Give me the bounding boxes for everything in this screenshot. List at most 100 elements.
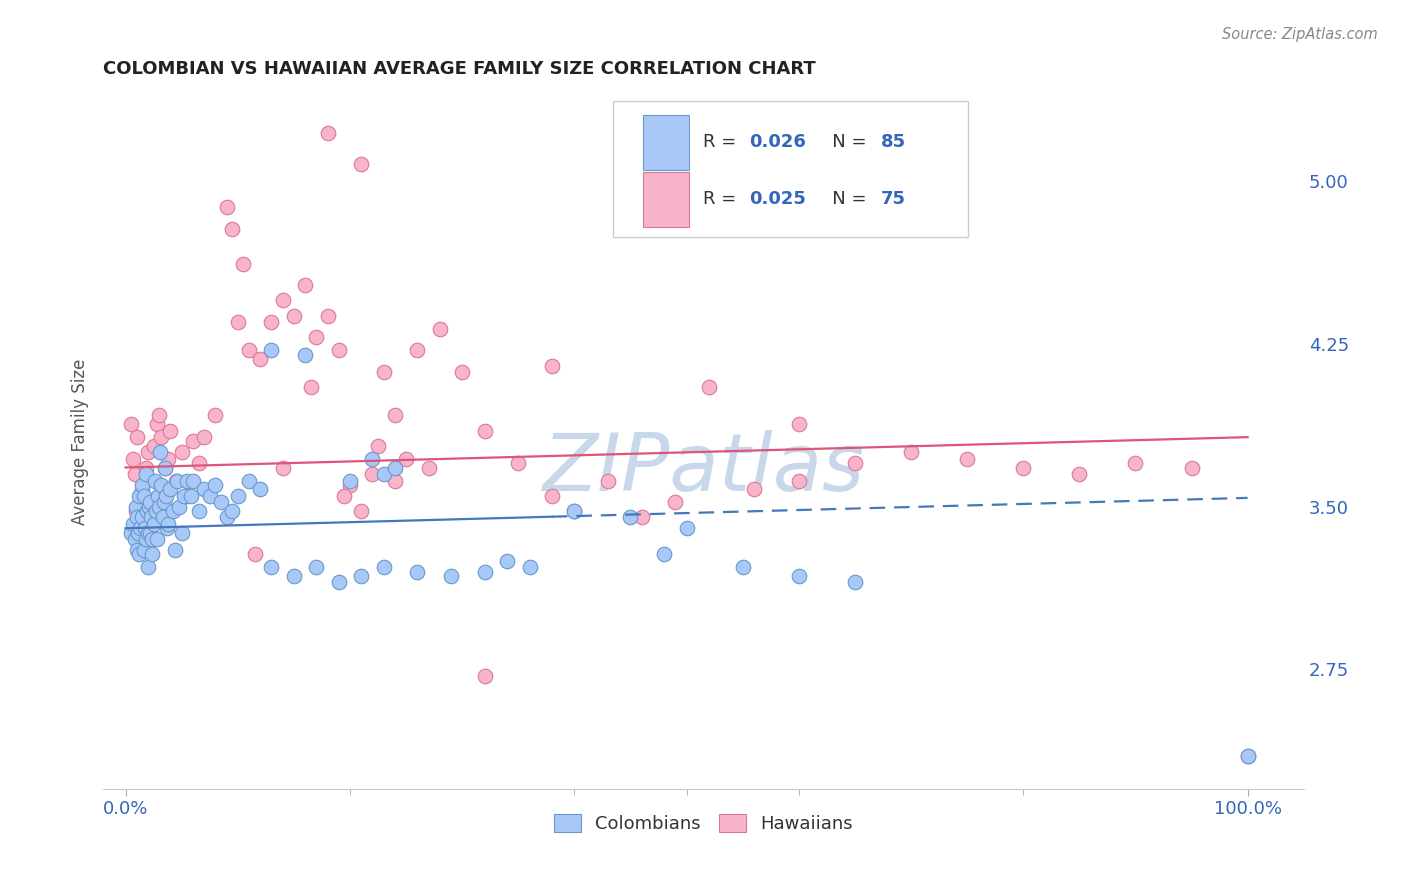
Point (139, 525, 162, 540)
Text: 85: 85 (882, 133, 907, 152)
Point (149, 445, 172, 459)
Point (350, 504, 373, 518)
Point (238, 474, 260, 488)
Point (141, 547, 163, 561)
Point (141, 510, 163, 524)
Text: 75: 75 (882, 190, 905, 209)
Point (373, 467, 395, 481)
Point (135, 504, 157, 518)
Point (143, 474, 166, 488)
Point (844, 456, 866, 470)
Point (152, 495, 174, 509)
Point (181, 434, 204, 449)
Point (299, 380, 322, 394)
Point (384, 409, 406, 423)
Point (630, 510, 652, 524)
Point (127, 525, 149, 540)
Point (150, 478, 173, 492)
Point (198, 489, 221, 503)
Point (1180, 460, 1202, 475)
Point (474, 565, 496, 579)
Point (125, 510, 148, 524)
Point (129, 521, 152, 535)
Point (122, 451, 145, 466)
Point (124, 500, 146, 514)
Point (221, 222, 243, 236)
Point (474, 424, 496, 438)
FancyBboxPatch shape (644, 171, 689, 227)
Point (142, 516, 165, 531)
Point (787, 474, 810, 488)
Point (170, 525, 193, 540)
Point (395, 451, 418, 466)
Point (328, 343, 350, 358)
Point (451, 365, 474, 379)
Point (294, 278, 316, 293)
Point (429, 321, 451, 335)
Point (541, 359, 564, 373)
Point (384, 460, 406, 475)
Point (1069, 467, 1091, 481)
Point (596, 474, 619, 488)
Point (146, 489, 169, 503)
Point (328, 575, 350, 590)
Point (384, 474, 406, 488)
Point (367, 439, 389, 453)
Point (1236, 749, 1258, 764)
Point (508, 456, 530, 470)
Point (148, 409, 170, 423)
Point (844, 575, 866, 590)
Point (142, 439, 165, 453)
Point (619, 510, 641, 524)
Point (406, 565, 429, 579)
Point (150, 430, 173, 444)
Point (316, 127, 339, 141)
Point (163, 543, 186, 558)
Point (260, 343, 283, 358)
Point (956, 451, 979, 466)
Point (135, 460, 157, 475)
Legend: Colombians, Hawaiians: Colombians, Hawaiians (544, 805, 862, 842)
Point (148, 500, 170, 514)
Point (440, 569, 463, 583)
Point (249, 482, 271, 496)
Text: ZIPatlas: ZIPatlas (543, 430, 865, 508)
Point (176, 489, 198, 503)
Point (155, 489, 177, 503)
Point (496, 554, 519, 568)
Point (1012, 460, 1035, 475)
Point (283, 569, 305, 583)
Point (157, 516, 180, 531)
Point (731, 560, 754, 574)
Text: 0.026: 0.026 (749, 133, 806, 152)
Point (132, 543, 155, 558)
Point (146, 532, 169, 546)
Point (157, 451, 180, 466)
Point (209, 495, 232, 509)
Point (134, 521, 156, 535)
Point (124, 532, 146, 546)
Point (122, 516, 145, 531)
Point (138, 500, 160, 514)
Point (120, 525, 142, 540)
Point (136, 525, 159, 540)
Point (162, 504, 184, 518)
Point (519, 560, 541, 574)
Point (283, 309, 305, 323)
Point (742, 482, 765, 496)
Point (204, 478, 226, 492)
Point (135, 532, 157, 546)
Point (180, 489, 202, 503)
Point (215, 200, 238, 214)
Point (136, 560, 159, 574)
Point (131, 482, 153, 496)
Point (128, 489, 150, 503)
Point (249, 352, 271, 367)
Point (361, 451, 384, 466)
Point (135, 467, 157, 481)
Point (193, 482, 215, 496)
FancyBboxPatch shape (644, 114, 689, 170)
Point (260, 315, 283, 329)
Point (124, 467, 146, 481)
Point (373, 560, 395, 574)
